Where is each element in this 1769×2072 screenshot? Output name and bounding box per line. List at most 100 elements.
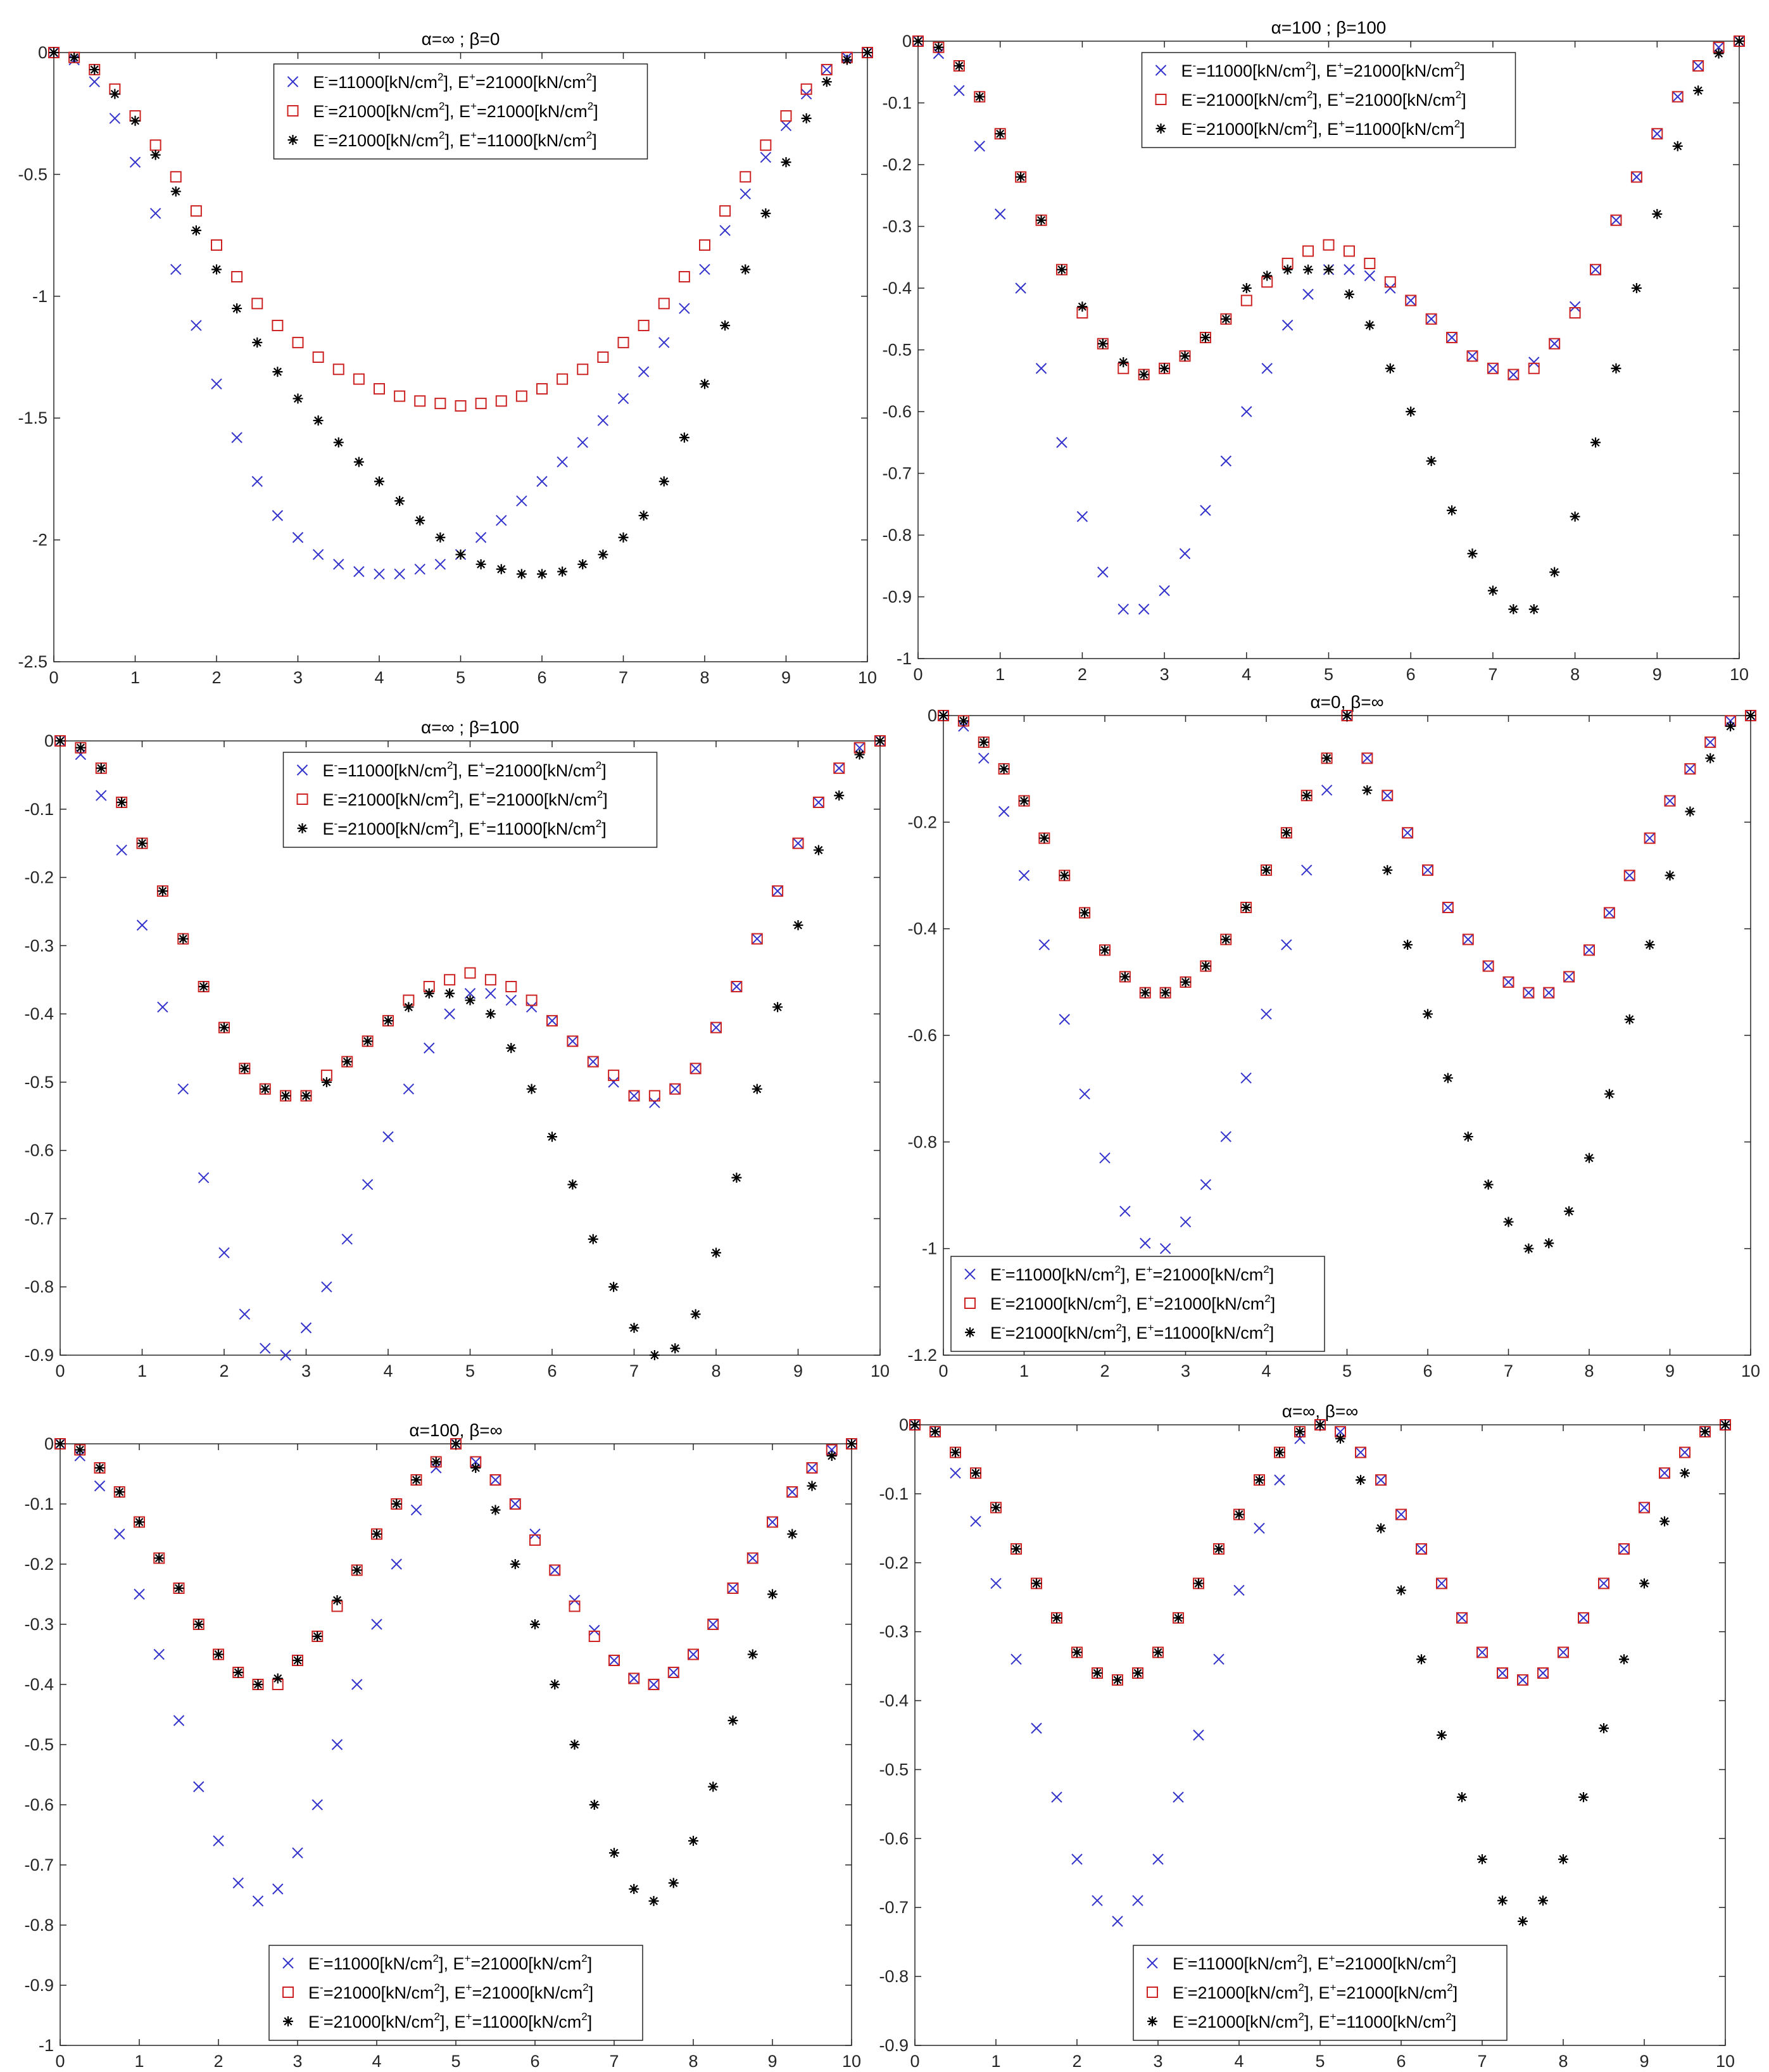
data-point	[150, 149, 161, 160]
data-point	[1523, 987, 1535, 999]
data-point	[1528, 604, 1539, 614]
x-tick-label: 5	[1342, 1361, 1352, 1380]
data-point	[89, 76, 100, 87]
series-3	[938, 711, 1756, 1254]
data-point	[1578, 1612, 1589, 1624]
data-point	[658, 337, 670, 348]
data-point	[1476, 1646, 1488, 1658]
data-point	[414, 564, 425, 575]
legend: E-=11000[kN/cm2], E+=21000[kN/cm2] E-=210…	[282, 752, 658, 848]
x-tick-label: 3	[1181, 1361, 1190, 1380]
chart-title: α=∞, β=∞	[1282, 1401, 1358, 1421]
data-point	[353, 373, 365, 385]
data-point	[1079, 1088, 1090, 1100]
data-point	[669, 1083, 681, 1095]
data-point	[933, 42, 944, 53]
data-point	[1092, 1895, 1103, 1907]
x-tick-label: 4	[1234, 2052, 1243, 2071]
legend-marker	[296, 764, 308, 776]
legend-label: E-=21000[kN/cm2], E+=21000[kN/cm2]	[308, 1981, 593, 2002]
x-tick-label: 6	[530, 2052, 539, 2071]
chart-panel-1: 0 1 2 3 4 5 6 7 8 9 10 0 -0.5 -1 -1.5 -2 -2.5 α=∞ ; β=0 E-…	[18, 29, 877, 687]
data-point	[231, 271, 243, 283]
x-tick-label: 10	[842, 2052, 861, 2071]
x-tick-label: 4	[374, 668, 384, 687]
data-point	[1052, 1612, 1062, 1623]
data-point	[130, 115, 141, 126]
data-point	[1599, 1723, 1609, 1734]
data-point	[821, 64, 833, 75]
data-point	[608, 1655, 620, 1666]
data-point	[1159, 363, 1170, 374]
data-point	[455, 549, 466, 560]
data-point	[219, 1022, 229, 1033]
data-point	[1071, 1854, 1083, 1865]
data-point	[991, 1502, 1001, 1513]
data-point	[1140, 1237, 1151, 1249]
x-tick-label: 1	[130, 668, 140, 687]
data-point	[1119, 1206, 1131, 1217]
data-point	[1193, 1578, 1204, 1589]
data-point	[557, 373, 569, 385]
data-point	[569, 1740, 580, 1750]
data-point	[638, 366, 650, 377]
data-point	[1558, 1854, 1568, 1864]
data-point	[1301, 864, 1313, 876]
data-point	[1361, 752, 1373, 764]
data-point	[740, 264, 751, 275]
data-point	[496, 564, 507, 574]
data-point	[668, 1667, 679, 1678]
data-point	[233, 1667, 244, 1677]
data-point	[1639, 1501, 1650, 1513]
series-3	[55, 736, 885, 1360]
data-point	[628, 1090, 640, 1102]
data-point	[1159, 1242, 1171, 1254]
data-point	[598, 549, 608, 560]
x-tick-label: 9	[793, 1361, 803, 1380]
data-point	[1262, 270, 1273, 281]
data-point	[1497, 1667, 1508, 1679]
series-3	[49, 47, 872, 579]
data-point	[475, 532, 487, 543]
y-tick-label: -0.8	[882, 526, 912, 545]
data-point	[589, 1624, 600, 1636]
data-point	[1508, 604, 1519, 614]
data-point	[505, 981, 517, 992]
y-tick-label: -0.5	[879, 1760, 909, 1779]
data-point	[807, 1481, 817, 1491]
data-point	[740, 171, 752, 183]
x-tick-label: 10	[1716, 2052, 1735, 2071]
data-point	[1672, 91, 1684, 103]
data-point	[1080, 907, 1090, 918]
data-point	[1303, 264, 1314, 275]
chart-title: α=100 ; β=100	[1271, 18, 1387, 37]
legend: E-=11000[kN/cm2], E+=21000[kN/cm2] E-=210…	[273, 63, 648, 160]
data-point	[608, 1282, 619, 1292]
legend-marker	[282, 1957, 294, 1969]
y-tick-label: -1.2	[907, 1346, 937, 1365]
y-tick-label: -0.1	[879, 1484, 909, 1503]
data-point	[597, 351, 609, 363]
data-point	[1361, 752, 1373, 764]
x-tick-label: 9	[767, 2052, 777, 2071]
data-point	[841, 54, 852, 65]
data-point	[333, 437, 344, 448]
data-point	[272, 1883, 284, 1895]
data-point	[1578, 1792, 1589, 1802]
data-point	[114, 1487, 125, 1497]
data-point	[1644, 832, 1656, 844]
data-point	[351, 1679, 363, 1690]
x-tick-label: 2	[219, 1361, 229, 1380]
x-tick-label: 2	[1072, 2052, 1081, 2071]
data-point	[374, 476, 384, 487]
data-point	[1422, 864, 1433, 876]
data-point	[1544, 1238, 1554, 1249]
data-point	[444, 1008, 455, 1020]
data-point	[751, 933, 763, 945]
data-point	[1072, 1647, 1082, 1658]
x-tick-label: 5	[465, 1361, 475, 1380]
data-point	[1487, 362, 1499, 374]
data-point	[833, 762, 845, 774]
data-point	[649, 1097, 660, 1108]
